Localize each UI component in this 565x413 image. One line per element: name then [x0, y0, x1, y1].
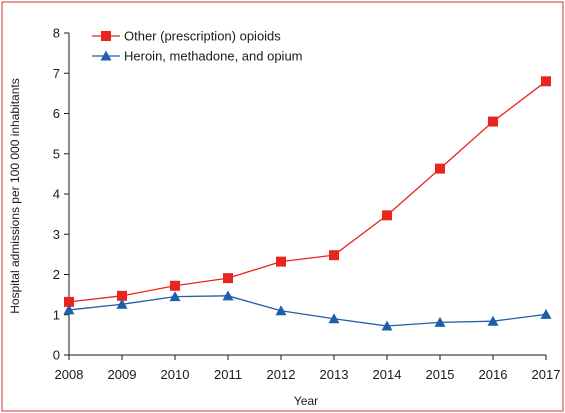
y-tick-label: 1 [53, 307, 60, 322]
series-1-point [117, 290, 127, 301]
legend-item-2: Heroin, methadone, and opium [92, 49, 303, 64]
series-1-point [329, 250, 339, 261]
x-tick-label: 2016 [479, 367, 508, 382]
legend-label: Other (prescription) opioids [124, 29, 281, 44]
x-tick-label: 2013 [320, 367, 349, 382]
legend: Other (prescription) opioids Heroin, meth… [92, 29, 303, 64]
series-2-point [434, 316, 446, 327]
y-tick-label: 0 [53, 348, 60, 363]
series-1-point [382, 210, 392, 221]
series-2-point [540, 308, 552, 319]
series-1-point [170, 280, 180, 291]
series-2-point [169, 291, 181, 302]
y-tick-label: 4 [53, 187, 60, 202]
x-tick-label: 2010 [161, 367, 190, 382]
series-1 [64, 76, 551, 307]
legend-swatch-marker [100, 50, 112, 61]
series-2-point [487, 315, 499, 326]
series-2-point [63, 304, 75, 315]
series-2-point [222, 290, 234, 301]
y-tick-label: 3 [53, 227, 60, 242]
x-tick-label: 2009 [108, 367, 137, 382]
y-tick-label: 8 [53, 26, 60, 41]
series-2-line [68, 295, 547, 327]
series-2 [63, 290, 552, 331]
x-tick-label: 2014 [373, 367, 402, 382]
y-tick-label: 2 [53, 267, 60, 282]
series-1-point [64, 296, 74, 307]
legend-item-1: Other (prescription) opioids [92, 29, 281, 44]
x-tick-label: 2017 [532, 367, 561, 382]
x-tick-label: 2008 [55, 367, 84, 382]
x-tick-label: 2015 [426, 367, 455, 382]
y-tick-label: 7 [53, 66, 60, 81]
series-2-point [275, 305, 287, 316]
y-axis-label: Hospital admissions per 100 000 inhabita… [8, 78, 22, 313]
x-axis-label: Year [294, 394, 318, 408]
plot-marks [63, 76, 552, 331]
series-2-point [328, 313, 340, 324]
series-1-point [488, 116, 498, 127]
legend-swatch-marker [101, 31, 111, 41]
x-tick-label: 2011 [214, 367, 242, 382]
legend-label: Heroin, methadone, and opium [124, 49, 303, 64]
series-1-point [276, 256, 286, 267]
series-2-point [116, 298, 128, 309]
y-tick-label: 6 [53, 106, 60, 121]
series-2-point [381, 320, 393, 331]
y-tick-label: 5 [53, 146, 60, 161]
x-tick-label: 2012 [267, 367, 296, 382]
series-1-point [435, 163, 445, 174]
series-1-point [223, 273, 233, 284]
series-1-line [68, 80, 547, 303]
plot-axes: 0 1 2 3 4 5 6 7 8 2008 2009 2010 2011 2012 2013 2014 201… [53, 26, 561, 383]
series-1-point [541, 76, 551, 87]
